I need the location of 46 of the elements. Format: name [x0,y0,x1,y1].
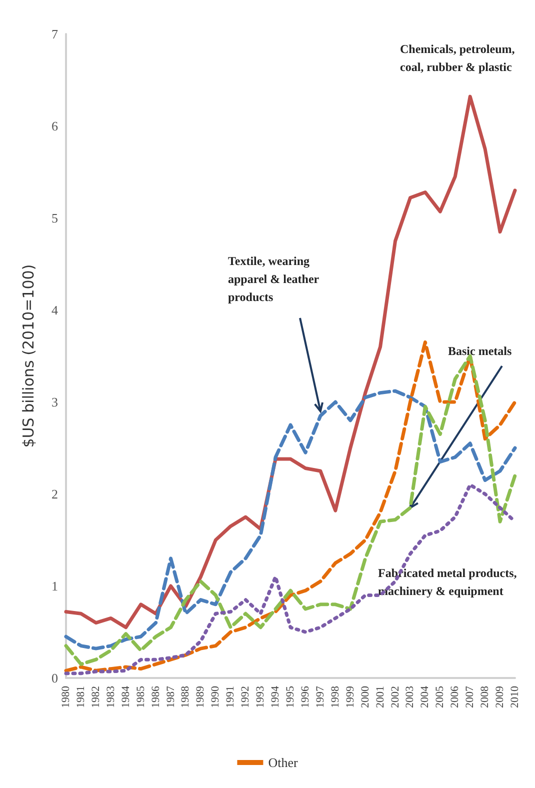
y-axis-title: $US billions (2010=100) [20,264,38,448]
x-tick-label: 2009 [494,686,506,708]
line-series [64,389,517,650]
line-series [64,94,517,630]
x-tick-label: 1983 [104,686,117,708]
x-tick-label: 1980 [60,686,72,708]
y-tick-label: 5 [52,210,58,226]
x-tick-label: 1987 [164,686,177,708]
x-tick-label: 1997 [314,686,326,708]
x-tick-label: 2002 [389,686,402,708]
x-tick-label: 1999 [344,686,356,708]
y-tick-label: 3 [52,394,58,410]
x-tick-label: 2000 [359,686,372,708]
x-tick-label: 2003 [404,686,416,708]
x-tick-label: 1991 [224,686,237,708]
x-tick-label: 1990 [210,686,222,708]
x-tick-label: 2004 [419,686,432,708]
x-tick-label: 2010 [509,686,521,708]
y-tick-label: 6 [52,118,58,134]
x-tick-label: 2006 [449,686,462,708]
x-tick-label: 1982 [90,686,102,708]
legend-label: Other [268,755,298,770]
annotation: Chemicals, petroleum, coal, rubber & plastic [400,42,515,74]
x-tick-label: 1988 [180,686,192,708]
x-tick-label: 1992 [240,686,252,708]
x-tick-label: 1994 [270,686,282,708]
y-tick-label: 7 [52,26,58,42]
x-tick-label: 1993 [254,686,267,708]
x-tick-label: 1984 [120,686,132,708]
y-tick-label: 4 [52,302,58,318]
x-tick-label: 1998 [329,686,342,708]
x-tick-label: 1989 [194,686,207,708]
x-tick-label: 1996 [299,686,312,708]
x-tick-label: 2007 [464,686,476,708]
annotation: Basic metals [448,344,512,358]
x-tick-label: 1985 [134,686,147,708]
annotation: Textile, wearing apparel & leather products [228,254,320,304]
x-tick-label: 2008 [479,686,492,708]
y-tick-label: 1 [52,578,58,594]
x-tick-label: 2005 [434,686,446,708]
y-tick-label: 0 [52,670,58,686]
x-tick-label: 1995 [284,686,296,708]
x-tick-label: 1981 [74,686,87,708]
x-tick-label: 1986 [150,686,162,708]
x-tick-label: 2001 [374,686,386,708]
y-tick-label: 2 [52,486,58,502]
